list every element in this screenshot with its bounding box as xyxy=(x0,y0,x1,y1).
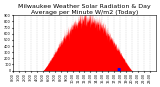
Title: Milwaukee Weather Solar Radiation & Day Average per Minute W/m2 (Today): Milwaukee Weather Solar Radiation & Day … xyxy=(18,4,151,15)
